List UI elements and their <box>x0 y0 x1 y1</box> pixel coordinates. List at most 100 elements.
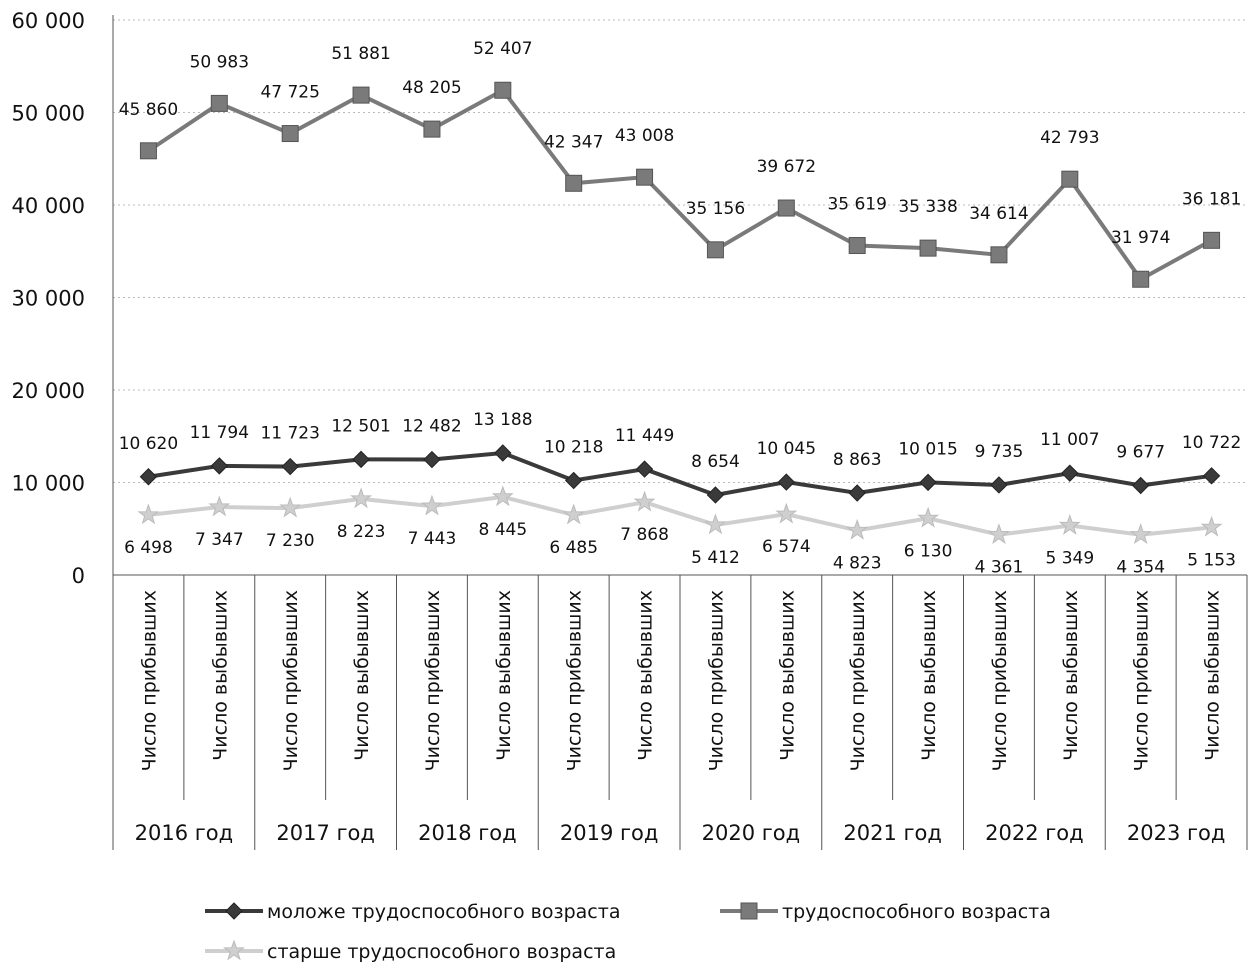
data-point-star <box>562 503 585 525</box>
data-label: 9 735 <box>975 442 1024 462</box>
category-label: Число выбывших <box>351 590 373 761</box>
data-label: 5 349 <box>1045 549 1094 569</box>
category-label: Число прибывших <box>1131 590 1153 771</box>
data-label: 4 361 <box>975 558 1024 578</box>
data-point-star <box>420 494 443 516</box>
data-point-diamond <box>139 468 158 486</box>
data-label: 7 347 <box>195 530 244 550</box>
data-point-star <box>208 495 231 517</box>
data-label: 43 008 <box>615 126 674 146</box>
data-label: 47 725 <box>260 83 319 103</box>
data-label: 5 153 <box>1187 550 1236 570</box>
year-label: 2020 год <box>702 821 801 845</box>
data-label: 13 188 <box>473 410 532 430</box>
data-label: 11 007 <box>1040 430 1099 450</box>
data-label: 42 793 <box>1040 128 1099 148</box>
data-point-diamond <box>706 486 725 504</box>
category-label: Число прибывших <box>705 590 727 771</box>
data-point-diamond <box>281 457 299 476</box>
data-label: 35 338 <box>898 197 957 217</box>
data-point-star <box>704 513 727 535</box>
data-label: 6 485 <box>549 538 598 558</box>
year-label: 2019 год <box>560 821 659 845</box>
data-label: 4 823 <box>833 553 882 573</box>
legend-label: старше трудоспособного возраста <box>267 941 616 963</box>
data-point-square <box>636 168 654 186</box>
data-point-square <box>139 142 157 160</box>
data-point-diamond <box>564 471 583 490</box>
data-point-square <box>1132 270 1150 288</box>
category-label: Число прибывших <box>280 590 302 771</box>
data-point-diamond <box>848 484 866 502</box>
data-label: 39 672 <box>757 157 816 177</box>
data-point-diamond <box>210 457 229 475</box>
year-label: 2017 год <box>276 821 375 845</box>
legend: моложе трудоспособного возраста трудоспос… <box>205 901 1051 963</box>
data-label: 8 863 <box>833 450 882 470</box>
category-label: Число прибывших <box>989 590 1011 771</box>
year-label: 2021 год <box>843 821 942 845</box>
y-tick-label: 60 000 <box>12 9 85 33</box>
category-label: Число выбывших <box>1060 590 1082 761</box>
category-label: Число прибывших <box>138 590 160 771</box>
category-label: Число выбывших <box>918 590 940 761</box>
data-point-diamond <box>919 473 937 492</box>
grid-lines <box>113 19 1247 483</box>
data-label: 7 868 <box>620 525 669 545</box>
data-label: 7 443 <box>408 529 457 549</box>
category-label: Число прибывших <box>564 590 586 771</box>
data-label: 9 677 <box>1116 442 1165 462</box>
data-point-star <box>846 518 869 540</box>
year-label: 2022 год <box>985 821 1084 845</box>
data-point-diamond <box>352 450 370 469</box>
data-label: 31 974 <box>1111 228 1170 248</box>
y-tick-label: 30 000 <box>12 287 85 311</box>
data-point-square <box>777 199 795 217</box>
data-label: 12 501 <box>331 416 390 436</box>
series-line <box>148 494 1212 537</box>
data-point-star <box>1200 515 1223 537</box>
data-series <box>137 81 1223 545</box>
data-point-star <box>1129 523 1152 545</box>
data-label: 8 654 <box>691 452 740 472</box>
data-label: 10 722 <box>1182 433 1241 453</box>
data-point-star <box>223 939 245 961</box>
data-label: 51 881 <box>331 44 390 64</box>
data-point-star <box>775 502 798 524</box>
data-label: 6 574 <box>762 537 811 557</box>
data-point-star <box>491 485 514 507</box>
data-point-diamond <box>1202 467 1221 485</box>
data-point-square <box>1061 170 1079 188</box>
data-point-square <box>848 237 866 255</box>
data-point-star <box>350 487 373 509</box>
data-point-square <box>740 902 758 920</box>
data-point-square <box>706 241 724 259</box>
data-label: 7 230 <box>266 531 315 551</box>
y-tick-label: 10 000 <box>12 472 85 496</box>
data-label: 35 619 <box>827 195 886 215</box>
data-point-diamond <box>494 444 512 462</box>
data-point-square <box>919 239 937 257</box>
data-label: 10 218 <box>544 437 603 457</box>
category-label: Число выбывших <box>209 590 231 761</box>
data-point-square <box>565 174 583 192</box>
series-line <box>147 87 1213 282</box>
x-axis-category-labels: Число прибывших Число выбывших Число прибы… <box>135 590 1226 845</box>
category-label: Число выбывших <box>493 590 515 761</box>
axes <box>112 15 1248 850</box>
y-axis-tick-labels: 0 10 000 20 000 30 000 40 000 50 000 60 000 <box>12 9 85 588</box>
data-point-diamond <box>990 476 1008 494</box>
data-label: 52 407 <box>473 39 532 59</box>
category-label: Число прибывших <box>422 590 444 771</box>
y-tick-label: 20 000 <box>12 379 85 403</box>
data-labels: 10 620 11 794 11 723 12 501 12 482 13 188 10 2… <box>119 39 1242 577</box>
data-label: 35 156 <box>686 199 745 219</box>
data-label: 45 860 <box>119 100 178 120</box>
data-label: 36 181 <box>1182 189 1241 209</box>
y-tick-label: 0 <box>72 564 85 588</box>
data-label: 10 620 <box>119 434 178 454</box>
data-label: 34 614 <box>969 204 1028 224</box>
year-label: 2018 год <box>418 821 517 845</box>
category-label: Число выбывших <box>1202 590 1224 761</box>
